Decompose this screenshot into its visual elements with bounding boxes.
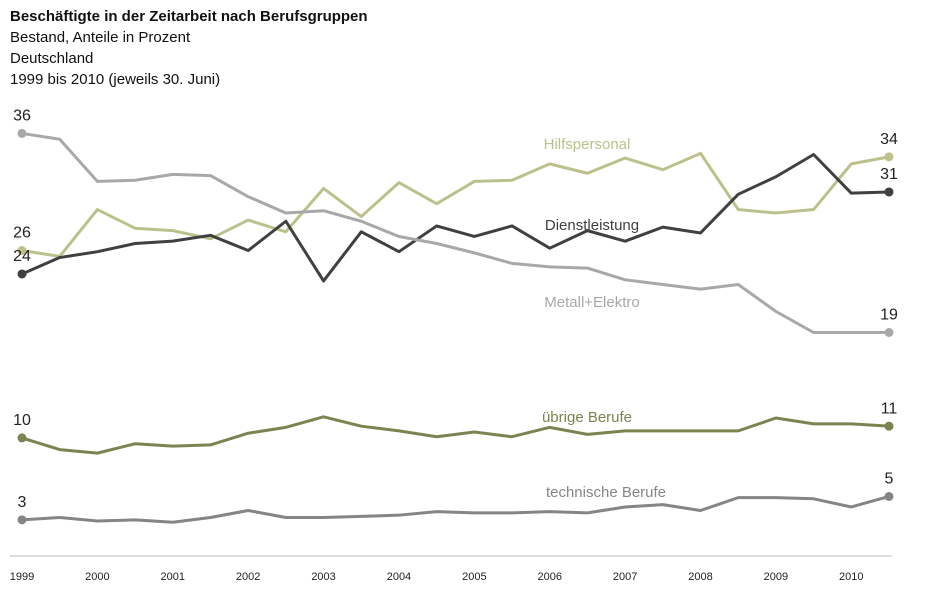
x-tick-label: 2007 — [613, 571, 637, 583]
value-label: 26 — [13, 225, 31, 242]
x-tick-label: 1999 — [10, 571, 34, 583]
value-label: 3 — [18, 494, 27, 511]
end-dot — [17, 515, 27, 525]
value-label: 34 — [880, 131, 898, 148]
value-label: 10 — [13, 412, 31, 429]
series-label: übrige Berufe — [542, 409, 632, 426]
value-label: 24 — [13, 248, 31, 265]
end-dot — [884, 152, 894, 162]
series-line — [21, 495, 890, 524]
x-tick-label: 2006 — [537, 571, 561, 583]
series-label: Metall+Elektro — [544, 294, 639, 311]
value-label: 11 — [881, 400, 898, 417]
x-tick-label: 2001 — [161, 571, 185, 583]
series-label: Hilfspersonal — [544, 136, 631, 153]
end-dot — [884, 421, 894, 431]
value-label: 36 — [13, 108, 31, 125]
subtitle: Deutschland — [10, 50, 93, 67]
x-tick-label: 2000 — [85, 571, 109, 583]
end-dot — [17, 433, 27, 443]
end-dot — [17, 128, 27, 138]
end-dot — [884, 491, 894, 501]
subtitle: Bestand, Anteile in Prozent — [10, 29, 191, 46]
end-dot — [17, 246, 27, 256]
series-line — [21, 153, 890, 283]
value-label: 5 — [885, 471, 894, 488]
subtitle: 1999 bis 2010 (jeweils 30. Juni) — [10, 71, 220, 88]
x-tick-label: 2010 — [839, 571, 863, 583]
end-dot — [884, 328, 894, 337]
x-tick-label: 2008 — [688, 571, 712, 583]
x-tick-label: 2009 — [764, 571, 788, 583]
x-tick-label: 2004 — [387, 571, 411, 583]
x-tick-label: 2002 — [236, 571, 260, 583]
series-label: technische Berufe — [546, 484, 666, 501]
value-label: 19 — [880, 307, 898, 324]
x-tick-label: 2003 — [311, 571, 335, 583]
series-line — [21, 151, 890, 258]
end-dot — [884, 187, 894, 197]
series-label: Dienstleistung — [545, 217, 639, 234]
end-dot — [17, 269, 27, 279]
chart-title: Beschäftigte in der Zeitarbeit nach Beru… — [10, 8, 368, 25]
series-line — [21, 415, 890, 455]
value-label: 31 — [880, 166, 898, 183]
series-line — [21, 131, 889, 334]
x-tick-label: 2005 — [462, 571, 486, 583]
